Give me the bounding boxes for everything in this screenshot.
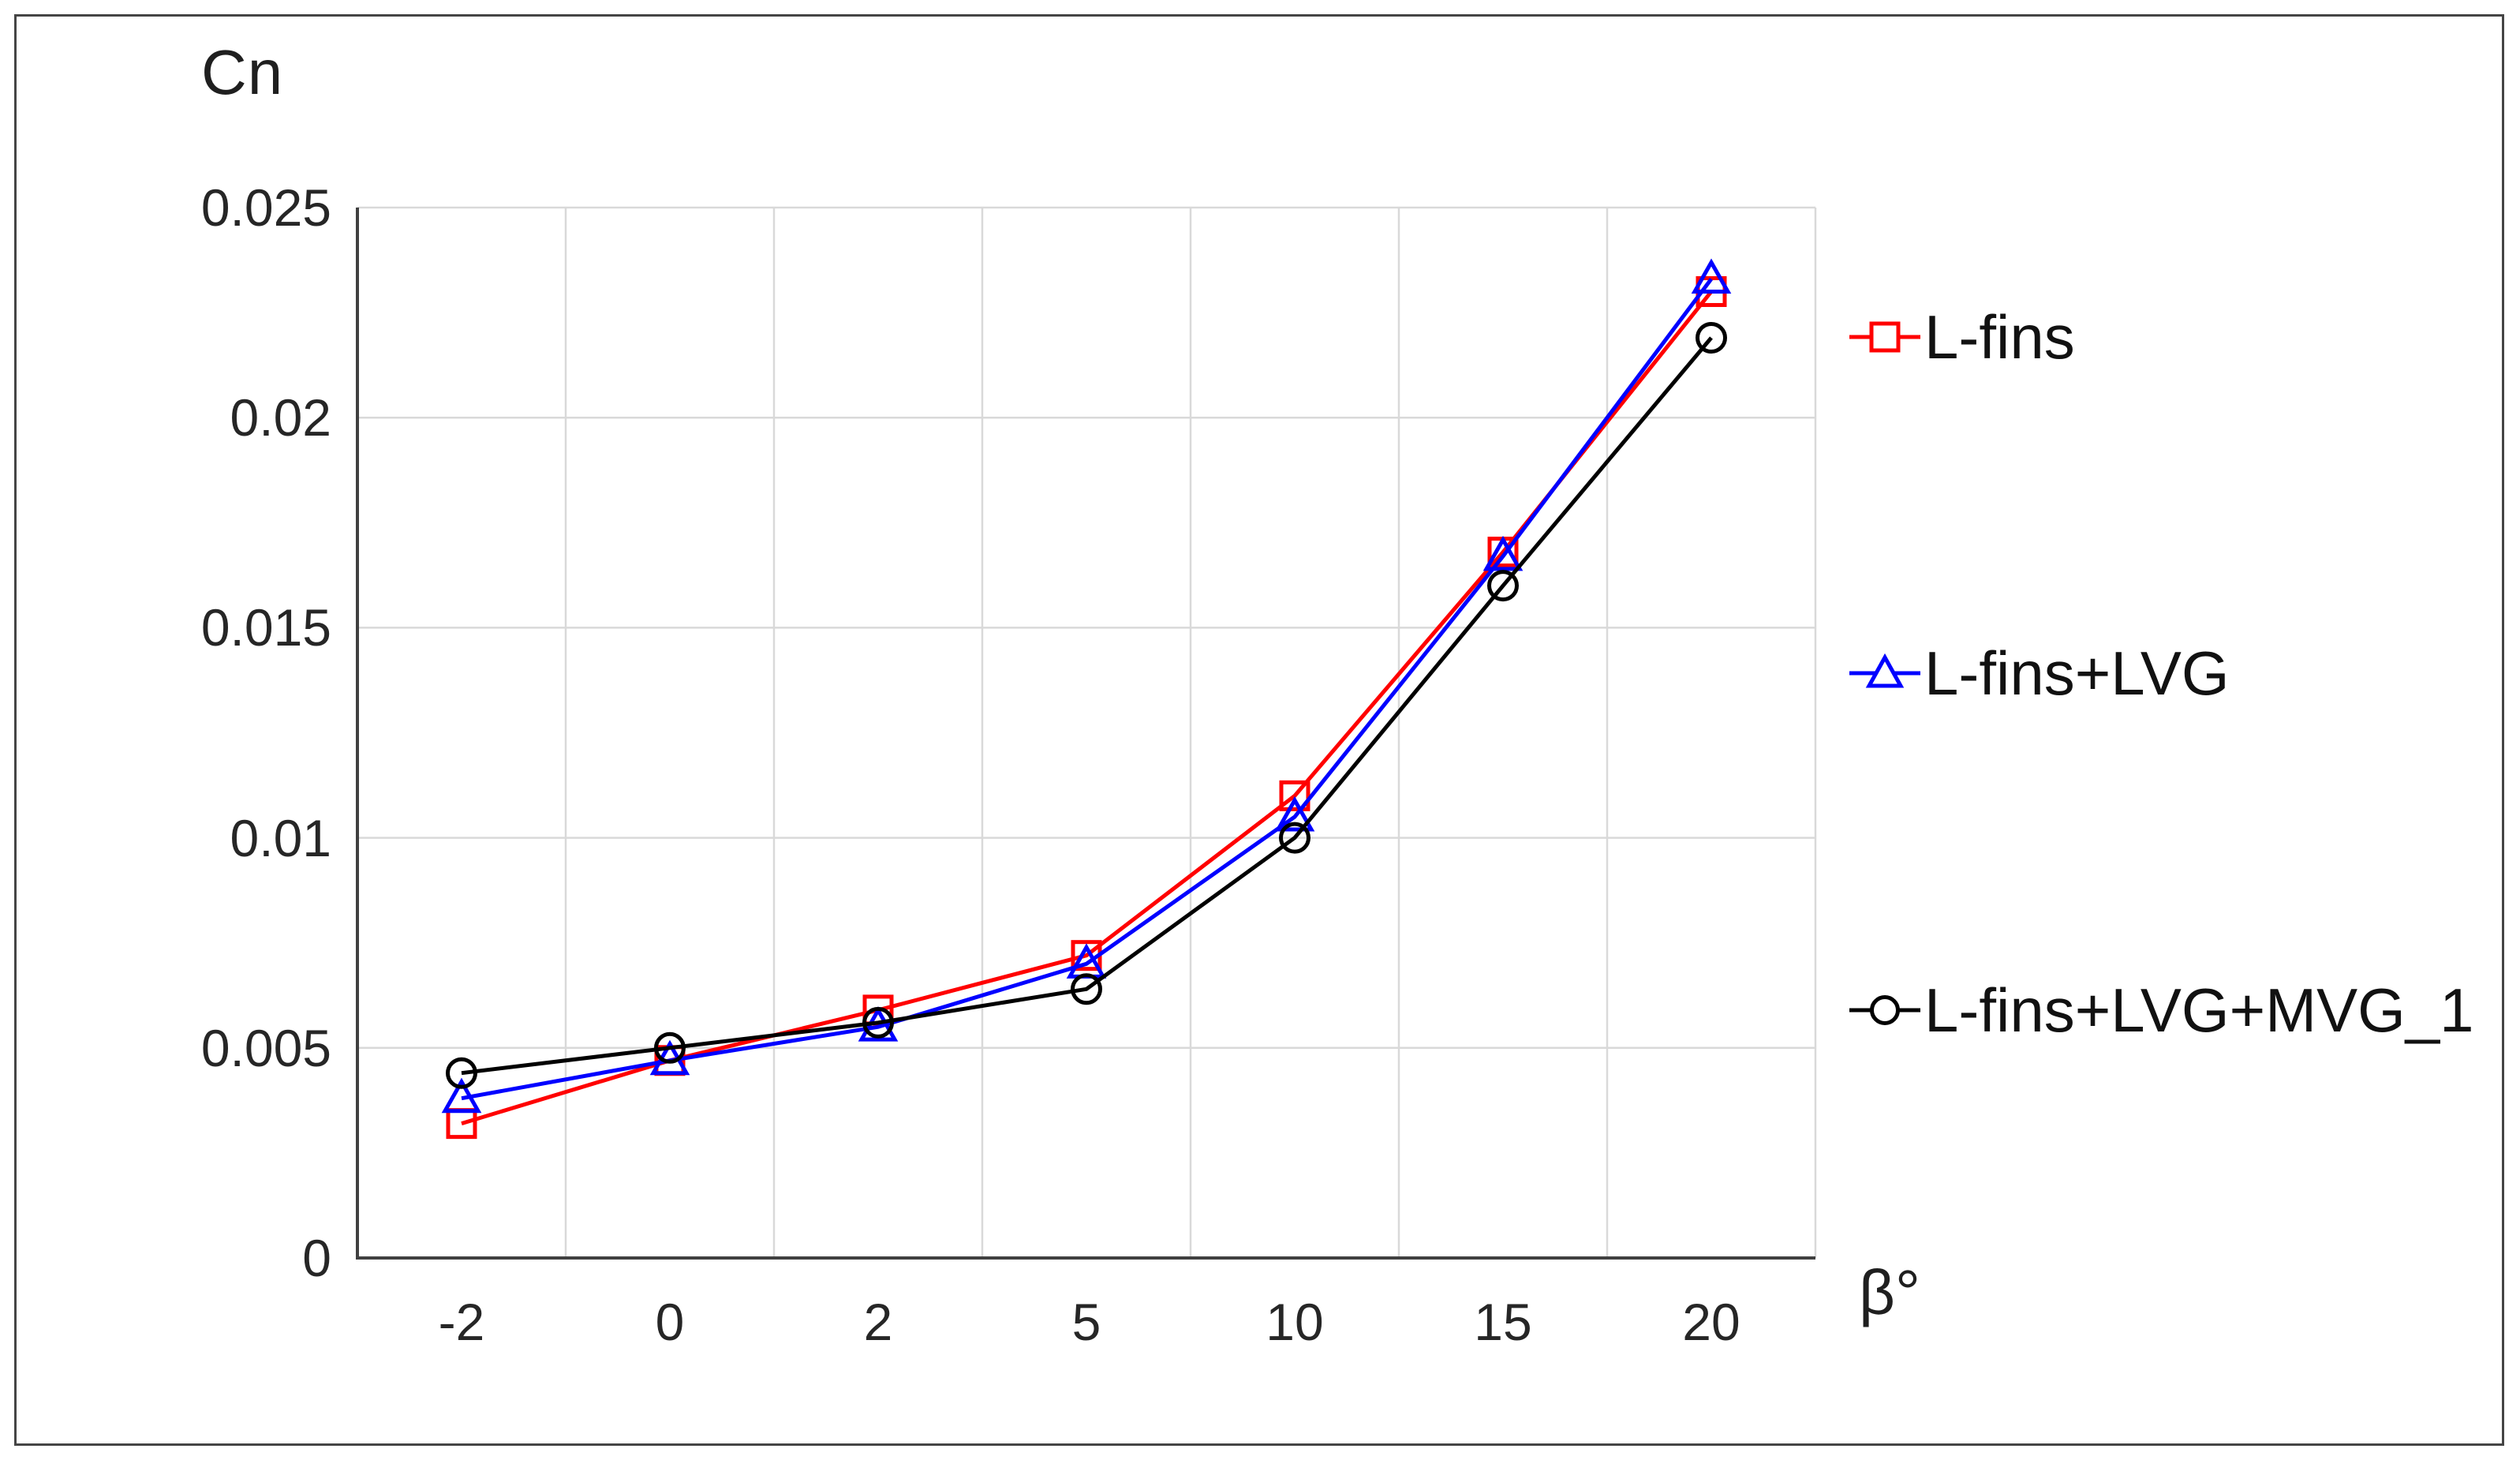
legend-circle-marker-icon — [1849, 995, 1920, 1025]
series-line-L-fins — [461, 290, 1713, 1125]
data-point-marker-circle — [862, 1006, 894, 1039]
x-tick-label: 0 — [655, 1293, 685, 1351]
x-axis-label: β° — [1859, 1257, 1921, 1327]
y-tick-label: 0.015 — [200, 598, 331, 657]
data-point-marker-circle — [446, 1057, 477, 1089]
data-point-marker-square — [1279, 780, 1310, 811]
data-point-marker-circle — [1696, 322, 1727, 354]
data-point-marker-circle — [654, 1031, 686, 1064]
data-point-marker-circle — [1279, 822, 1310, 854]
y-tick-label: 0.02 — [230, 388, 331, 447]
legend-icon-shape — [1870, 995, 1900, 1025]
x-tick-label: 2 — [863, 1293, 893, 1351]
x-tick-label: 10 — [1266, 1293, 1324, 1351]
legend-square-marker-icon — [1849, 321, 1920, 353]
y-tick-label: 0.005 — [200, 1018, 331, 1077]
data-point-marker-triangle — [1482, 535, 1524, 571]
x-tick-label: 15 — [1474, 1293, 1532, 1351]
y-axis-title: Cn — [201, 37, 284, 107]
legend-item-L-fins+LVG+MVG_1: L-fins+LVG+MVG_1 — [1849, 972, 2474, 1048]
data-point-marker-circle — [1487, 570, 1519, 602]
data-point-marker-circle — [1071, 973, 1102, 1005]
legend-item-L-fins+LVG: L-fins+LVG — [1849, 635, 2230, 711]
legend-item-L-fins: L-fins — [1849, 299, 2075, 375]
y-tick-label: 0.01 — [230, 808, 331, 867]
x-tick-label: 20 — [1682, 1293, 1740, 1351]
data-point-marker-triangle — [441, 1077, 482, 1114]
data-point-marker-triangle — [1691, 258, 1732, 294]
legend-icon-shape — [1869, 321, 1901, 353]
legend-item-label: L-fins+LVG+MVG_1 — [1924, 975, 2474, 1045]
series-line-L-fins+LVG+MVG_1 — [461, 336, 1713, 1076]
legend-icon-shape — [1865, 653, 1905, 688]
legend-item-label: L-fins+LVG — [1924, 638, 2230, 708]
x-tick-label: -2 — [438, 1293, 485, 1351]
data-point-marker-triangle — [1274, 796, 1315, 832]
y-tick-label: 0 — [302, 1229, 331, 1287]
data-point-marker-square — [446, 1108, 477, 1140]
x-tick-label: 5 — [1071, 1293, 1101, 1351]
legend-triangle-marker-icon — [1849, 653, 1920, 688]
legend-item-label: L-fins — [1924, 301, 2075, 372]
y-tick-label: 0.025 — [200, 178, 331, 237]
